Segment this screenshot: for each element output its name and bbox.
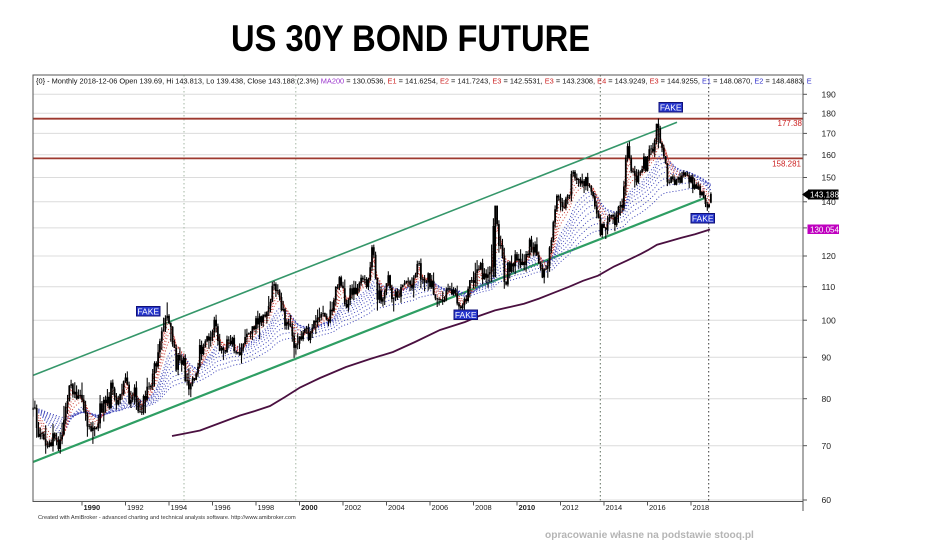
svg-text:80: 80 [822, 394, 832, 404]
svg-text:opracowanie własne na podstawi: opracowanie własne na podstawie stooq.pl [545, 530, 754, 541]
svg-text:160: 160 [822, 150, 837, 160]
svg-text:130.054: 130.054 [810, 226, 839, 235]
svg-text:FAKE: FAKE [455, 310, 477, 320]
svg-text:2002: 2002 [345, 503, 362, 512]
svg-text:143.188: 143.188 [810, 191, 839, 200]
svg-text:1990: 1990 [84, 503, 101, 512]
svg-text:1992: 1992 [127, 503, 144, 512]
svg-text:2014: 2014 [606, 503, 623, 512]
svg-text:1998: 1998 [258, 503, 275, 512]
svg-text:2006: 2006 [432, 503, 449, 512]
svg-text:2008: 2008 [475, 503, 492, 512]
svg-text:70: 70 [822, 441, 832, 451]
svg-text:US 30Y BOND FUTURE: US 30Y BOND FUTURE [231, 18, 590, 59]
svg-text:120: 120 [822, 251, 837, 261]
svg-text:{0} - Monthly 2018-12-06 Open: {0} - Monthly 2018-12-06 Open 139.69, Hi… [36, 77, 812, 86]
svg-text:2000: 2000 [301, 503, 318, 512]
svg-text:2018: 2018 [693, 503, 710, 512]
svg-text:FAKE: FAKE [137, 307, 159, 317]
svg-text:FAKE: FAKE [692, 214, 714, 224]
svg-text:158.281: 158.281 [772, 160, 801, 169]
svg-text:2016: 2016 [649, 503, 666, 512]
svg-text:2004: 2004 [388, 503, 405, 512]
svg-text:100: 100 [822, 315, 837, 325]
svg-text:2012: 2012 [562, 503, 579, 512]
svg-text:180: 180 [822, 109, 837, 119]
svg-text:Created with AmiBroker - advan: Created with AmiBroker - advanced charti… [38, 515, 296, 521]
svg-text:1994: 1994 [171, 503, 188, 512]
svg-text:140: 140 [822, 197, 837, 207]
svg-text:90: 90 [822, 353, 832, 363]
svg-text:1996: 1996 [214, 503, 231, 512]
svg-text:170: 170 [822, 129, 837, 139]
svg-text:177.38: 177.38 [778, 119, 803, 128]
svg-text:190: 190 [822, 90, 837, 100]
svg-text:2010: 2010 [519, 503, 536, 512]
svg-text:150: 150 [822, 173, 837, 183]
svg-text:60: 60 [822, 495, 832, 505]
svg-text:110: 110 [822, 282, 836, 292]
svg-text:FAKE: FAKE [660, 103, 682, 113]
